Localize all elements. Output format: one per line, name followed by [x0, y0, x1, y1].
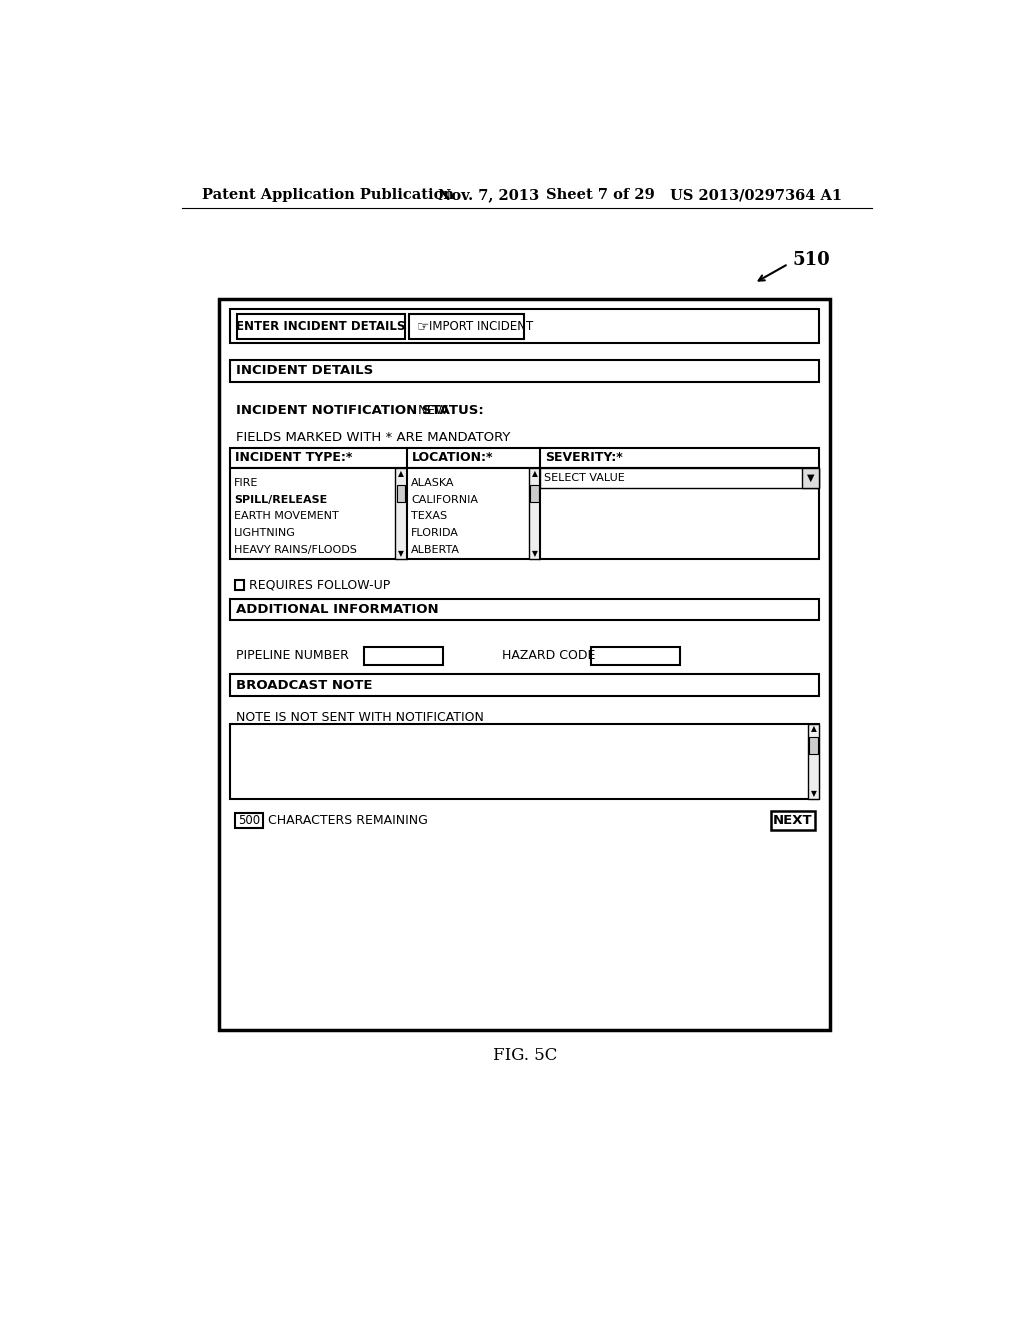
- Text: ADDITIONAL INFORMATION: ADDITIONAL INFORMATION: [237, 603, 439, 616]
- Bar: [234, 581, 245, 590]
- Bar: [219, 298, 830, 1030]
- Text: FIG. 5C: FIG. 5C: [493, 1047, 557, 1064]
- Bar: [541, 469, 819, 488]
- Bar: [230, 723, 819, 799]
- Text: FIRE: FIRE: [234, 478, 258, 487]
- Text: EARTH MOVEMENT: EARTH MOVEMENT: [234, 511, 339, 521]
- Text: ▲: ▲: [811, 725, 816, 734]
- Text: SPILL/RELEASE: SPILL/RELEASE: [234, 495, 328, 504]
- Text: CHARACTERS REMAINING: CHARACTERS REMAINING: [267, 814, 427, 828]
- Text: CALIFORNIA: CALIFORNIA: [411, 495, 478, 504]
- Text: SEVERITY:*: SEVERITY:*: [545, 451, 623, 465]
- Bar: [407, 469, 541, 558]
- Bar: [528, 469, 541, 558]
- Bar: [230, 675, 819, 696]
- Text: ▼: ▼: [811, 789, 816, 799]
- Text: BROADCAST NOTE: BROADCAST NOTE: [237, 678, 373, 692]
- Text: ENTER INCIDENT DETAILS: ENTER INCIDENT DETAILS: [237, 319, 406, 333]
- Bar: [541, 469, 819, 558]
- Bar: [230, 599, 819, 620]
- Bar: [410, 314, 524, 339]
- Bar: [364, 647, 442, 665]
- Text: 500: 500: [238, 814, 260, 828]
- Text: 510: 510: [793, 251, 830, 269]
- Bar: [395, 469, 407, 558]
- Bar: [530, 484, 539, 502]
- Text: NEW: NEW: [418, 404, 449, 417]
- Text: Sheet 7 of 29: Sheet 7 of 29: [547, 189, 655, 202]
- Text: SELECT VALUE: SELECT VALUE: [544, 473, 625, 483]
- Text: INCIDENT DETAILS: INCIDENT DETAILS: [237, 364, 374, 378]
- Text: Nov. 7, 2013: Nov. 7, 2013: [438, 189, 539, 202]
- Text: TEXAS: TEXAS: [411, 511, 447, 521]
- Text: HAZARD CODE: HAZARD CODE: [502, 649, 595, 663]
- Text: ▼: ▼: [807, 473, 814, 483]
- Bar: [230, 469, 407, 558]
- Text: PIPELINE NUMBER: PIPELINE NUMBER: [237, 649, 349, 663]
- Bar: [809, 738, 818, 755]
- Bar: [237, 314, 406, 339]
- Text: LOCATION:*: LOCATION:*: [412, 451, 494, 465]
- Text: Patent Application Publication: Patent Application Publication: [202, 189, 454, 202]
- Bar: [397, 484, 406, 502]
- Text: NEXT: NEXT: [773, 814, 813, 828]
- Bar: [234, 813, 263, 829]
- Text: ▼: ▼: [398, 549, 404, 558]
- Bar: [230, 447, 819, 469]
- Text: INCIDENT TYPE:*: INCIDENT TYPE:*: [234, 451, 352, 465]
- Bar: [771, 812, 815, 830]
- Bar: [808, 723, 819, 799]
- Text: IMPORT INCIDENT: IMPORT INCIDENT: [429, 319, 534, 333]
- Text: ALASKA: ALASKA: [411, 478, 455, 487]
- Text: ▼: ▼: [531, 549, 538, 558]
- Text: ▲: ▲: [531, 469, 538, 478]
- Bar: [230, 309, 819, 343]
- Bar: [591, 647, 680, 665]
- Text: ☞: ☞: [417, 319, 430, 333]
- Text: US 2013/0297364 A1: US 2013/0297364 A1: [671, 189, 843, 202]
- Text: REQUIRES FOLLOW-UP: REQUIRES FOLLOW-UP: [249, 578, 390, 591]
- Text: NOTE IS NOT SENT WITH NOTIFICATION: NOTE IS NOT SENT WITH NOTIFICATION: [237, 711, 484, 723]
- Text: LIGHTNING: LIGHTNING: [234, 528, 296, 539]
- Text: ALBERTA: ALBERTA: [411, 545, 460, 556]
- Text: ▲: ▲: [398, 469, 404, 478]
- Text: FLORIDA: FLORIDA: [411, 528, 459, 539]
- Text: INCIDENT NOTIFICATION STATUS:: INCIDENT NOTIFICATION STATUS:: [237, 404, 484, 417]
- Bar: [230, 360, 819, 381]
- Bar: [802, 469, 819, 488]
- Text: FIELDS MARKED WITH * ARE MANDATORY: FIELDS MARKED WITH * ARE MANDATORY: [237, 430, 511, 444]
- Text: HEAVY RAINS/FLOODS: HEAVY RAINS/FLOODS: [234, 545, 357, 556]
